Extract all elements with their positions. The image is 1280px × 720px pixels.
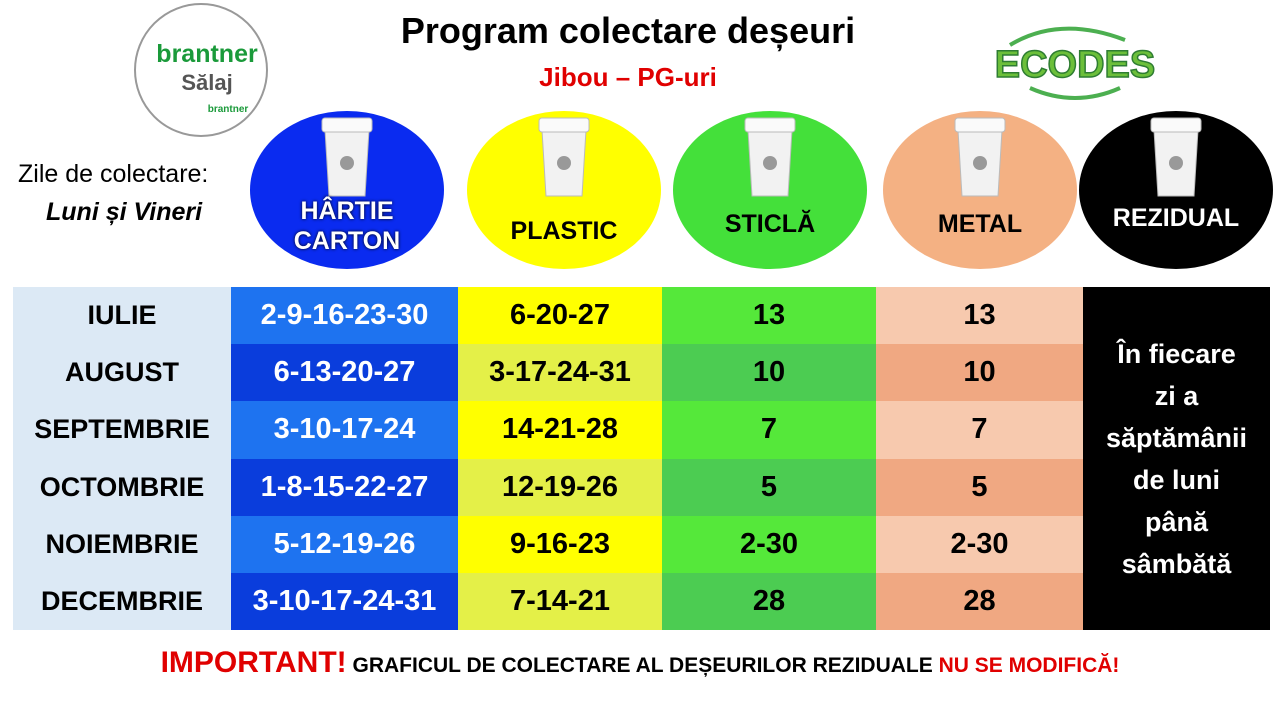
date-cell: 5 [876,458,1083,516]
date-cell: 2-9-16-23-30 [231,287,458,345]
residual-line: de luni [1133,464,1220,495]
bin-lid [1150,117,1202,133]
date-cell: 1-8-15-22-27 [231,458,458,516]
bin-lid [321,117,373,133]
bin-lid [954,117,1006,133]
footer-emphasis: NU SE MODIFICĂ! [938,654,1120,677]
logo-small: brantner [208,104,249,115]
logo-circle [134,3,268,137]
date-cell: 3-10-17-24 [231,401,458,459]
logo-arrow [1008,26,1126,47]
logo-ecodes: ECODES [995,44,1155,86]
date-cell: 9-16-23 [458,515,662,573]
date-cell: 6-13-20-27 [231,344,458,402]
residual-line: zi a [1154,380,1199,411]
bin-label: METAL [890,209,1070,239]
bin-label-line: PLASTIC [510,217,618,245]
bin-symbol [973,156,987,170]
date-cell: 5 [662,458,876,516]
bin-symbol [763,156,777,170]
bin-lid [538,117,590,133]
logo-arrow [1029,86,1121,100]
date-cell: 7-14-21 [458,573,662,631]
days-label: Zile de colectare: [18,160,209,188]
residual-line: sâmbătă [1121,548,1232,579]
date-cell: 6-20-27 [458,287,662,345]
residual-line: În fiecare [1117,338,1236,369]
days: Luni și Vineri [46,198,203,226]
bin-label: STICLĂ [680,209,860,239]
date-cell: 3-10-17-24-31 [231,573,458,631]
bin-label: REZIDUAL [1086,203,1266,233]
date-cell: 12-19-26 [458,458,662,516]
bin-symbol [1169,156,1183,170]
bin-symbol [340,156,354,170]
date-cell: 10 [876,344,1083,402]
date-cell: 2-30 [876,515,1083,573]
month-cell: SEPTEMBRIE [13,401,231,459]
month-cell: OCTOMBRIE [13,458,231,516]
date-cell: 28 [876,573,1083,631]
bin-lid [744,117,796,133]
bin-label-line: CARTON [293,227,401,255]
logo-brand: brantner [156,40,258,68]
date-cell: 28 [662,573,876,631]
bin-symbol [557,156,571,170]
date-cell: 7 [876,401,1083,459]
residual-line: până [1144,506,1209,537]
date-cell: 3-17-24-31 [458,344,662,402]
date-cell: 10 [662,344,876,402]
title: Program colectare deșeuri [400,10,856,51]
logo-region: Sălaj [181,70,232,95]
date-cell: 5-12-19-26 [231,515,458,573]
date-cell: 14-21-28 [458,401,662,459]
month-cell: DECEMBRIE [13,573,231,631]
date-cell: 2-30 [662,515,876,573]
bin-label-line: HÂRTIE [300,197,394,225]
footer: IMPORTANT! GRAFICUL DE COLECTARE AL DEȘE… [0,646,1280,680]
month-cell: NOIEMBRIE [13,515,231,573]
month-cell: AUGUST [13,344,231,402]
subtitle: Jibou – PG-uri [539,62,717,92]
month-cell: IULIE [13,287,231,345]
footer-text: GRAFICUL DE COLECTARE AL DEȘEURILOR REZI… [352,654,933,677]
bin-label-line: METAL [937,210,1023,238]
residual-cell: În fiecare zi a săptămânii de luni până sâmbă… [1083,287,1270,631]
bin-label-line: STICLĂ [724,210,816,238]
bin-label: PLASTIC [474,216,654,246]
date-cell: 7 [662,401,876,459]
bin-label: HÂRTIE CARTON [257,196,437,256]
bin-label-line: REZIDUAL [1112,204,1240,232]
date-cell: 13 [876,287,1083,345]
residual-line: săptămânii [1105,422,1248,453]
date-cell: 13 [662,287,876,345]
footer-important: IMPORTANT! [160,646,347,679]
